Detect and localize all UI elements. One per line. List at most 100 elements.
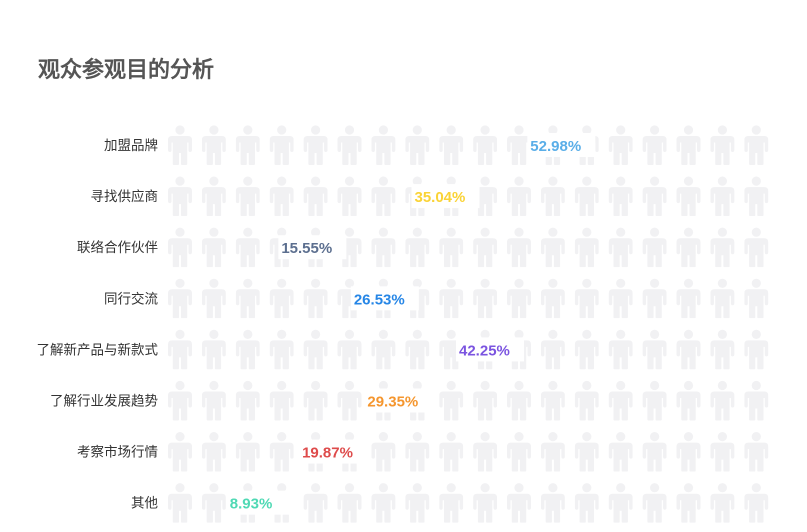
person-icon-empty: [439, 483, 464, 523]
person-icon-empty: [168, 125, 192, 165]
percent-label: 29.35%: [367, 394, 418, 411]
person-icon-empty: [744, 329, 769, 370]
chart-title: 观众参观目的分析: [38, 58, 215, 83]
person-icon-empty: [676, 227, 701, 268]
person-icon-empty: [574, 483, 599, 523]
category-label: 其他: [131, 496, 158, 512]
person-icon-empty: [608, 227, 633, 268]
person-icon-empty: [201, 432, 226, 472]
person-icon-empty: [642, 329, 667, 370]
person-icon-empty: [710, 483, 735, 523]
person-icon-empty: [608, 329, 633, 370]
person-icon-empty: [168, 227, 192, 268]
person-icon-empty: [439, 278, 464, 319]
person-icon-empty: [507, 176, 531, 217]
person-icon-empty: [269, 125, 294, 165]
person-icon-empty: [540, 176, 565, 217]
person-icon-empty: [439, 380, 464, 421]
person-icon-empty: [744, 380, 769, 421]
row-2: 联络合作伙伴 15.55%: [77, 227, 769, 268]
person-icon-empty: [269, 380, 294, 421]
person-icon-empty: [608, 380, 633, 421]
percent-label-backdrop: [278, 235, 347, 260]
person-icon-empty: [201, 176, 226, 217]
person-icon-empty: [168, 483, 192, 523]
row-1: 寻找供应商 35.04%: [91, 176, 769, 217]
person-icon-empty: [540, 278, 565, 319]
person-icon-empty: [642, 432, 667, 472]
category-label: 了解新产品与新款式: [37, 342, 159, 358]
person-icon-empty: [507, 432, 531, 472]
person-icon-empty: [201, 380, 226, 421]
person-icon-empty: [168, 380, 192, 421]
person-icon-empty: [642, 380, 667, 421]
person-icon-empty: [676, 125, 701, 165]
row-4: 了解新产品与新款式 42.25%: [37, 329, 769, 370]
person-icon-empty: [235, 278, 260, 319]
person-icon-empty: [710, 227, 735, 268]
person-icon-empty: [269, 278, 294, 319]
person-icon-empty: [676, 432, 701, 472]
person-icon-empty: [235, 125, 260, 165]
person-icon-empty: [371, 125, 396, 165]
person-icon-empty: [439, 125, 464, 165]
row-6: 考察市场行情 19.87%: [77, 432, 769, 472]
category-label: 同行交流: [104, 290, 158, 307]
person-icon-empty: [642, 125, 667, 165]
person-icon-empty: [269, 432, 294, 472]
person-icon-empty: [303, 483, 328, 523]
person-icon-empty: [744, 483, 769, 523]
person-icon-empty: [405, 125, 430, 165]
person-icon-empty: [473, 278, 498, 319]
person-icon-empty: [676, 176, 701, 217]
person-icon-empty: [608, 432, 633, 472]
person-icon-empty: [168, 329, 192, 370]
percent-label-backdrop: [299, 439, 368, 464]
person-icon-empty: [201, 125, 226, 165]
person-icon-empty: [676, 278, 701, 319]
row-3: 同行交流 26.53%: [104, 278, 769, 319]
category-label: 了解行业发展趋势: [50, 394, 158, 410]
person-icon-empty: [405, 329, 430, 370]
person-icon-empty: [608, 278, 633, 319]
person-icon-empty: [235, 227, 260, 268]
person-icon-empty: [235, 380, 260, 421]
person-icon-empty: [337, 125, 362, 165]
person-icon-empty: [201, 329, 226, 370]
percent-label-backdrop: [364, 388, 433, 413]
person-icon-empty: [540, 432, 565, 472]
person-icon-empty: [168, 432, 192, 472]
category-label: 加盟品牌: [104, 137, 158, 154]
person-icon-empty: [439, 432, 464, 472]
person-icon-empty: [337, 483, 362, 523]
person-icon-empty: [337, 176, 362, 217]
person-icon-empty: [371, 483, 396, 523]
person-icon-empty: [540, 380, 565, 421]
person-icon-empty: [710, 125, 735, 165]
person-icon-empty: [540, 329, 565, 370]
person-icon-empty: [337, 380, 362, 421]
person-icon-empty: [269, 329, 294, 370]
person-icon-empty: [608, 125, 633, 165]
person-icon-empty: [473, 227, 498, 268]
person-icon-empty: [473, 432, 498, 472]
person-icon-empty: [405, 227, 430, 268]
person-icon-empty: [201, 483, 226, 523]
category-label: 考察市场行情: [77, 444, 158, 461]
person-icon-empty: [507, 278, 531, 319]
percent-label: 26.53%: [354, 291, 405, 308]
person-icon-empty: [168, 176, 192, 217]
person-icon-empty: [710, 278, 735, 319]
person-icon-empty: [676, 483, 701, 523]
person-icon-empty: [608, 176, 633, 217]
person-icon-empty: [710, 329, 735, 370]
percent-label-backdrop: [527, 133, 596, 157]
person-icon-empty: [235, 176, 260, 217]
category-label: 寻找供应商: [91, 188, 159, 205]
percent-label-backdrop: [411, 184, 480, 209]
person-icon-empty: [540, 483, 565, 523]
person-icon-empty: [201, 227, 226, 268]
person-icon-empty: [676, 380, 701, 421]
person-icon-empty: [744, 432, 769, 472]
